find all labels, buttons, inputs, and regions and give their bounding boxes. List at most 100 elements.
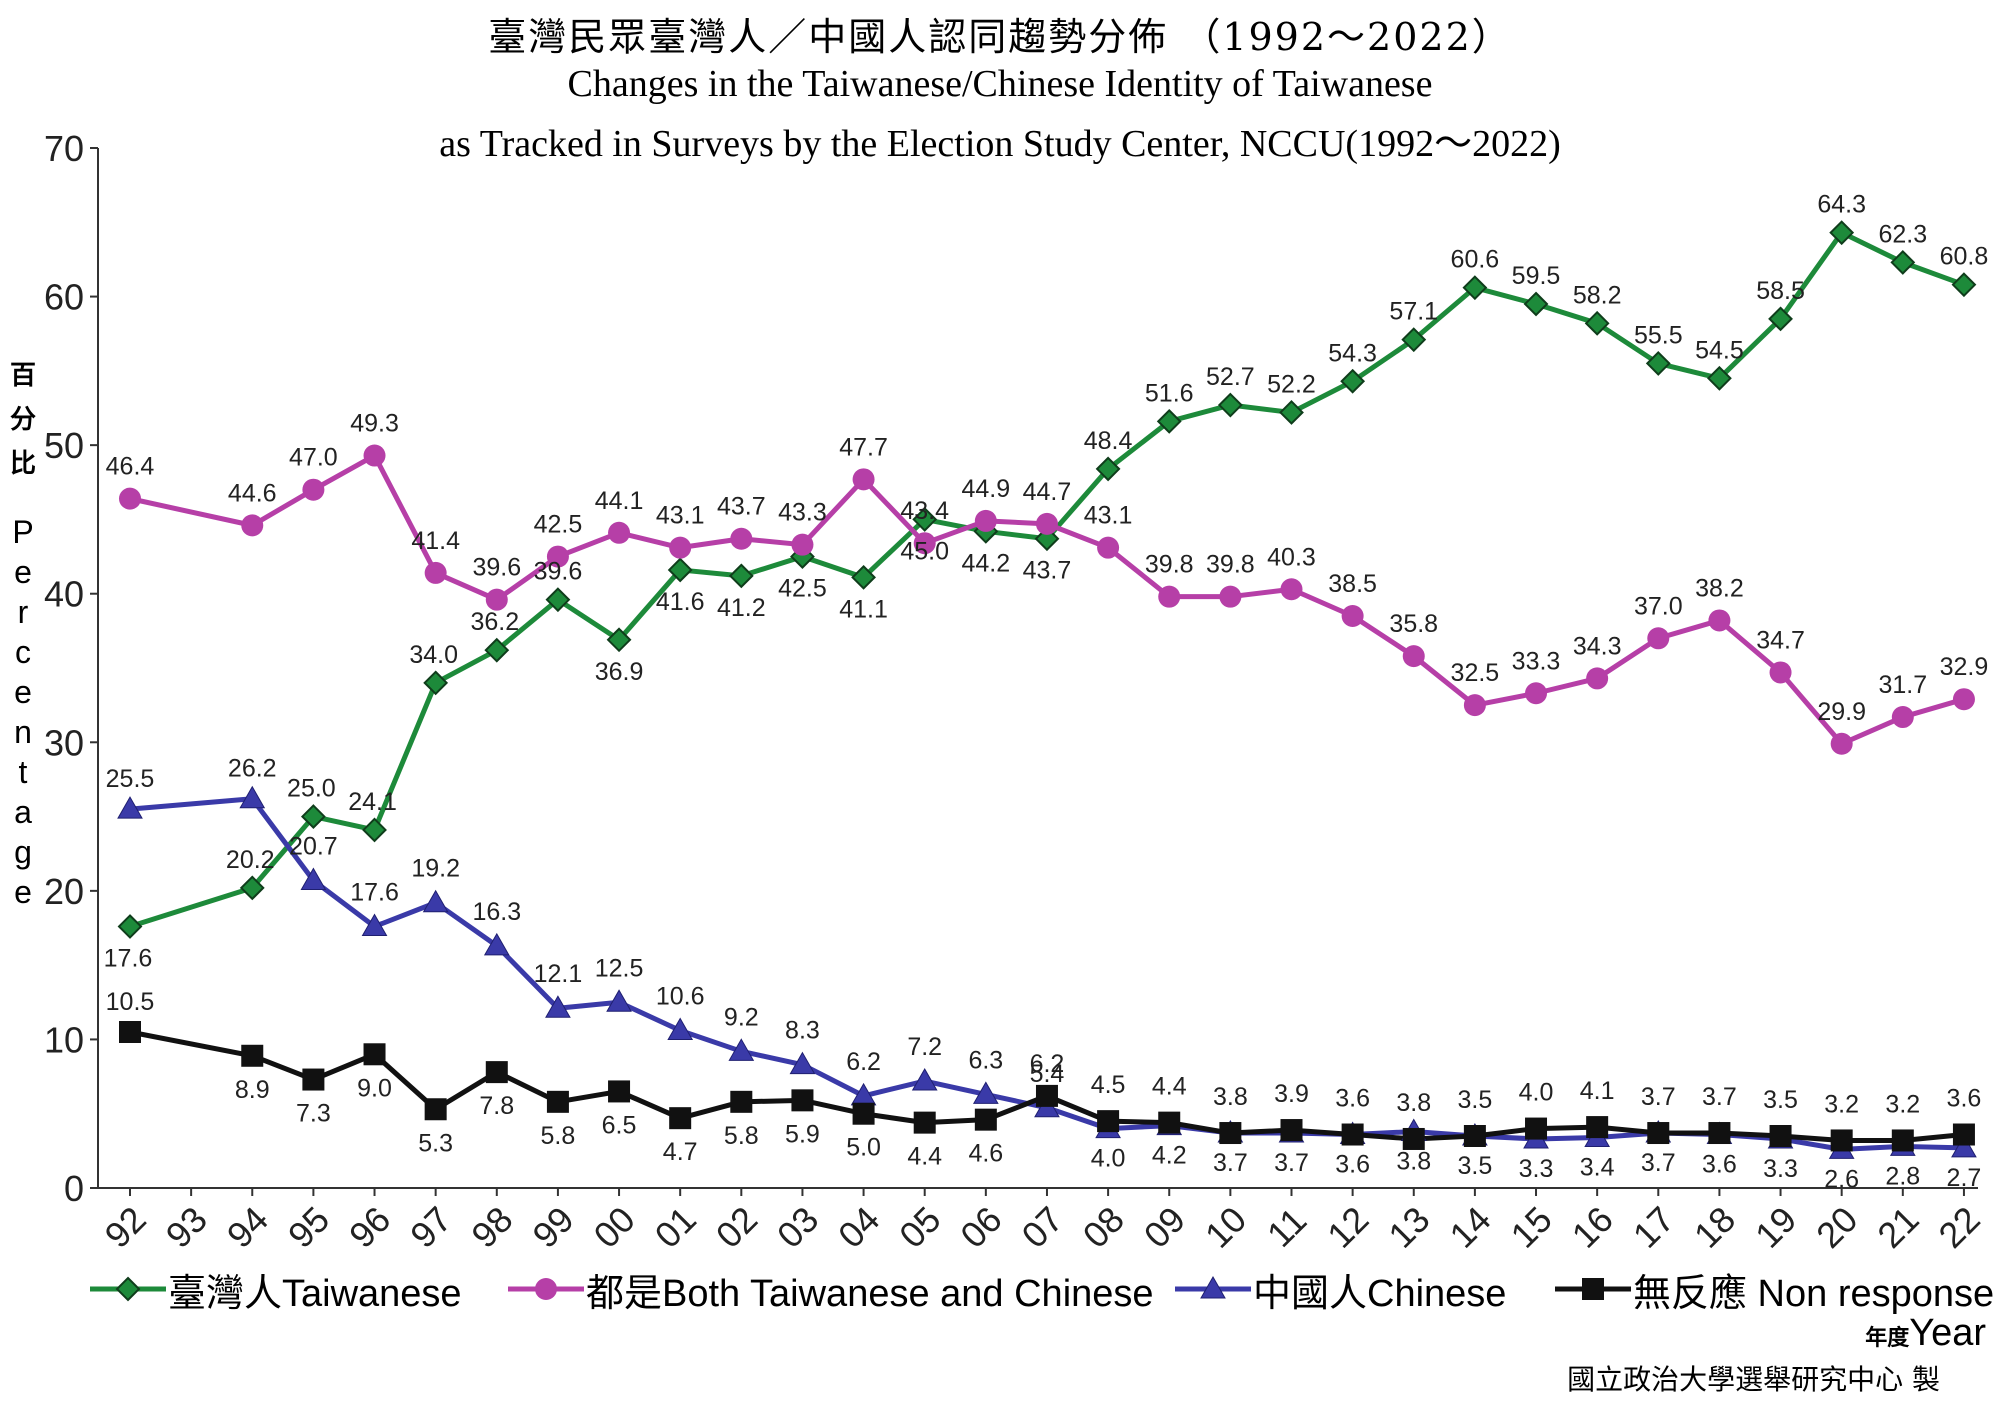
marker-square bbox=[119, 1021, 141, 1043]
marker-square bbox=[974, 1108, 997, 1131]
x-tick-label: 99 bbox=[524, 1199, 581, 1256]
marker-circle bbox=[1952, 688, 1975, 711]
marker-diamond bbox=[1768, 306, 1793, 332]
data-label: 43.1 bbox=[656, 502, 705, 530]
marker-circle bbox=[1647, 627, 1670, 650]
data-label: 51.6 bbox=[1145, 379, 1194, 407]
marker-square bbox=[1402, 1127, 1425, 1150]
marker-square bbox=[1952, 1123, 1975, 1146]
marker-circle bbox=[119, 487, 141, 510]
data-label: 54.3 bbox=[1328, 339, 1377, 367]
marker-square bbox=[669, 1107, 692, 1130]
marker-square bbox=[913, 1111, 936, 1134]
data-label: 6.2 bbox=[1030, 1050, 1065, 1078]
marker-square bbox=[1341, 1123, 1364, 1146]
data-label: 31.7 bbox=[1878, 671, 1927, 699]
x-tick-label: 93 bbox=[158, 1199, 215, 1256]
marker-diamond bbox=[1707, 365, 1732, 391]
data-label: 3.6 bbox=[1702, 1151, 1737, 1179]
marker-circle bbox=[1463, 694, 1486, 717]
source-credit: 國立政治大學選舉研究中心 製 bbox=[1567, 1363, 1940, 1396]
x-tick-label: 05 bbox=[891, 1199, 948, 1256]
x-tick-label: 18 bbox=[1686, 1199, 1743, 1256]
marker-diamond bbox=[728, 563, 754, 589]
marker-circle bbox=[424, 561, 447, 584]
marker-circle bbox=[608, 521, 631, 544]
x-tick-label: 94 bbox=[219, 1199, 276, 1256]
legend-label-nonresponse: 無反應 Non response bbox=[1633, 1272, 1995, 1315]
marker-circle bbox=[1280, 578, 1303, 601]
legend-item-taiwanese: 臺灣人Taiwanese bbox=[88, 1264, 462, 1315]
data-label: 47.0 bbox=[289, 444, 338, 472]
data-label: 34.3 bbox=[1573, 632, 1622, 660]
legend-item-chinese: 中國人Chinese bbox=[1173, 1264, 1506, 1315]
marker-square bbox=[1097, 1110, 1120, 1133]
marker-triangle bbox=[911, 1068, 938, 1091]
marker-diamond bbox=[1584, 310, 1610, 336]
x-tick-label: 98 bbox=[463, 1199, 520, 1256]
marker-diamond bbox=[1523, 291, 1549, 317]
data-label: 4.1 bbox=[1580, 1077, 1615, 1105]
data-label: 8.9 bbox=[235, 1076, 270, 1104]
marker-diamond bbox=[1829, 220, 1855, 246]
data-label: 3.7 bbox=[1641, 1083, 1676, 1111]
marker-diamond bbox=[1951, 272, 1977, 298]
marker-diamond bbox=[362, 817, 387, 843]
marker-square bbox=[1219, 1122, 1242, 1145]
marker-triangle bbox=[483, 932, 510, 956]
y-axis-label-letter: a bbox=[14, 794, 32, 830]
data-label: 3.5 bbox=[1458, 1152, 1493, 1180]
marker-circle bbox=[1769, 661, 1792, 684]
marker-diamond bbox=[1401, 327, 1427, 353]
x-tick-label: 11 bbox=[1259, 1199, 1314, 1254]
marker-circle bbox=[302, 478, 325, 501]
data-label: 44.7 bbox=[1023, 478, 1072, 506]
data-label: 39.8 bbox=[1206, 551, 1255, 579]
marker-diamond bbox=[545, 587, 571, 613]
marker-square bbox=[363, 1043, 386, 1066]
data-label: 6.3 bbox=[968, 1046, 1003, 1074]
data-label: 44.2 bbox=[962, 549, 1011, 577]
marker-diamond bbox=[1340, 368, 1366, 394]
x-tick-label: 07 bbox=[1013, 1199, 1070, 1256]
data-label: 2.7 bbox=[1947, 1164, 1982, 1192]
data-label: 43.7 bbox=[717, 493, 766, 521]
data-label: 16.3 bbox=[472, 898, 521, 926]
series-lines bbox=[129, 230, 1965, 1152]
y-tick-label: 40 bbox=[44, 574, 84, 615]
marker-square bbox=[1280, 1119, 1303, 1142]
marker-triangle bbox=[1951, 1134, 1977, 1158]
marker-circle bbox=[535, 1278, 557, 1300]
data-label: 43.1 bbox=[1084, 502, 1133, 530]
marker-circle bbox=[363, 444, 386, 467]
data-label: 38.5 bbox=[1328, 570, 1377, 598]
marker-square bbox=[1525, 1117, 1548, 1140]
data-label: 38.2 bbox=[1695, 574, 1744, 602]
y-axis-label-letter: c bbox=[15, 634, 31, 670]
x-tick-label: 10 bbox=[1197, 1199, 1254, 1256]
chart-title-en-line2: as Tracked in Surveys by the Election St… bbox=[439, 123, 1561, 165]
y-tick-label: 70 bbox=[44, 128, 84, 169]
marker-triangle bbox=[239, 785, 266, 809]
marker-triangle bbox=[606, 989, 632, 1012]
legend-swatch-nonresponse bbox=[1555, 1278, 1631, 1300]
legend-swatch-chinese bbox=[1175, 1275, 1251, 1299]
data-label: 54.5 bbox=[1695, 336, 1744, 364]
x-tick-label: 14 bbox=[1441, 1199, 1498, 1256]
data-label: 9.2 bbox=[724, 1003, 759, 1031]
marker-circle bbox=[546, 545, 569, 568]
data-label: 26.2 bbox=[228, 755, 277, 783]
data-label: 4.4 bbox=[907, 1143, 942, 1171]
data-label: 6.5 bbox=[602, 1111, 637, 1139]
marker-diamond bbox=[239, 875, 265, 901]
legend-item-both: 都是Both Taiwanese and Chinese bbox=[506, 1264, 1154, 1315]
data-label: 3.9 bbox=[1274, 1080, 1309, 1108]
data-label: 59.5 bbox=[1512, 262, 1561, 290]
series-markers bbox=[117, 220, 1977, 1159]
series-line-0 bbox=[129, 230, 1965, 929]
y-tick-label: 30 bbox=[44, 722, 84, 763]
data-label: 55.5 bbox=[1634, 321, 1683, 349]
marker-square bbox=[1158, 1111, 1181, 1134]
